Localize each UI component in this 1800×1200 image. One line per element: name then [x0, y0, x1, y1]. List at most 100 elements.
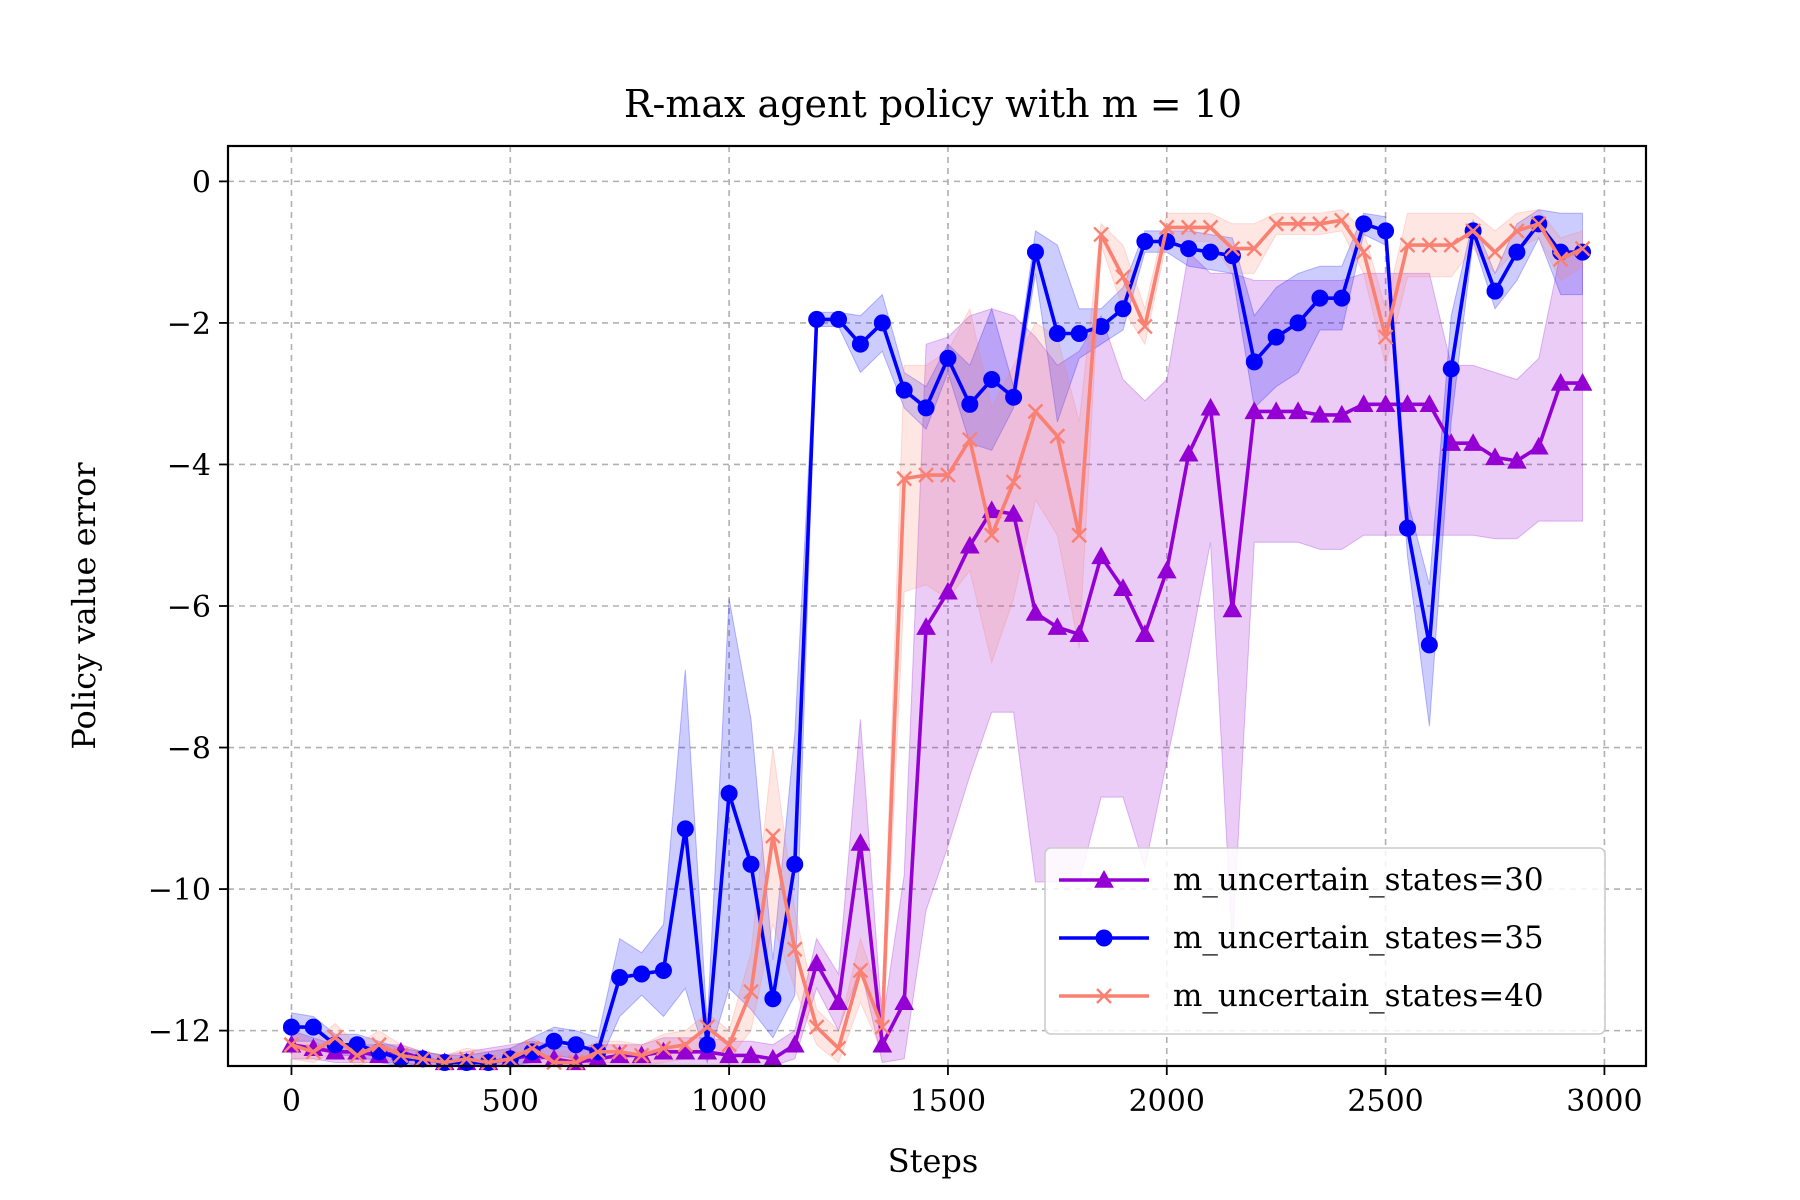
- series-3: [283, 212, 1591, 1071]
- data-point-x: [327, 1029, 344, 1046]
- data-point-x: [1180, 219, 1197, 236]
- data-point-circle: [764, 990, 782, 1008]
- data-point-circle: [720, 785, 738, 803]
- data-point-circle: [698, 1036, 716, 1054]
- legend-item: m_uncertain_states=30: [1059, 862, 1544, 898]
- data-point-circle: [676, 820, 694, 838]
- data-point-circle: [545, 1032, 563, 1050]
- data-point-x: [1158, 219, 1175, 236]
- data-point-triangle: [1507, 450, 1527, 469]
- data-point-x: [1096, 988, 1112, 1004]
- data-point-circle: [939, 349, 957, 367]
- data-point-triangle: [894, 992, 915, 1011]
- data-point-x: [918, 467, 934, 483]
- data-point-triangle: [1419, 394, 1440, 413]
- data-point-x: [371, 1036, 387, 1053]
- data-point-x: [1552, 251, 1569, 268]
- data-point-circle: [567, 1036, 585, 1054]
- data-point-circle: [1508, 243, 1526, 261]
- data-point-triangle: [850, 833, 871, 851]
- data-point-circle: [917, 399, 935, 417]
- data-point-x: [961, 431, 978, 448]
- data-point-x: [414, 1051, 431, 1067]
- x-tick-label: 3000: [1566, 1084, 1642, 1119]
- data-point-x: [393, 1047, 409, 1064]
- data-point-x: [786, 941, 803, 958]
- data-point-x: [633, 1047, 650, 1064]
- data-point-x: [808, 1019, 825, 1035]
- data-point-x: [655, 1040, 672, 1057]
- data-point-x: [1443, 237, 1460, 253]
- data-point-triangle: [1113, 578, 1133, 597]
- data-point-x: [1246, 240, 1263, 257]
- chart-title: R-max agent policy with m = 10: [624, 82, 1242, 126]
- data-point-x: [480, 1054, 497, 1071]
- data-point-triangle: [828, 992, 849, 1011]
- data-point-circle: [633, 965, 651, 983]
- data-point-circle: [1442, 360, 1460, 378]
- data-point-x: [874, 1019, 891, 1035]
- data-point-x: [524, 1040, 541, 1057]
- y-axis-label: Policy value error: [65, 462, 103, 750]
- data-point-triangle: [609, 1045, 630, 1064]
- x-tick-label: 0: [282, 1084, 301, 1119]
- data-point-x: [743, 983, 759, 1000]
- x-tick-label: 2000: [1129, 1084, 1205, 1119]
- data-point-x: [546, 1054, 562, 1071]
- data-point-x: [1333, 212, 1350, 229]
- data-point-triangle: [1047, 617, 1068, 635]
- data-point-circle: [873, 314, 891, 332]
- data-point-triangle: [916, 617, 936, 635]
- data-point-x: [1355, 244, 1372, 261]
- data-point-x: [1465, 223, 1481, 239]
- data-point-x: [1137, 318, 1153, 335]
- data-point-triangle: [806, 953, 827, 972]
- data-point-circle: [348, 1036, 366, 1054]
- data-point-circle: [830, 310, 848, 328]
- y-tick-label: −12: [148, 1015, 211, 1050]
- data-point-x: [940, 467, 956, 483]
- data-point-circle: [282, 1018, 300, 1036]
- data-point-circle: [742, 855, 760, 873]
- data-point-x: [1005, 474, 1022, 491]
- data-point-triangle: [1244, 401, 1265, 420]
- data-point-triangle: [1266, 401, 1287, 420]
- data-point-circle: [654, 961, 672, 979]
- x-tick-label: 500: [482, 1084, 539, 1119]
- data-point-x: [611, 1044, 628, 1060]
- data-point-triangle: [1091, 546, 1111, 565]
- data-point-x: [896, 470, 913, 487]
- data-point-x: [699, 1019, 716, 1035]
- data-point-triangle: [1288, 401, 1308, 420]
- data-point-circle: [1070, 325, 1088, 343]
- data-point-triangle: [1375, 394, 1396, 413]
- data-point-x: [1290, 215, 1306, 232]
- data-point-x: [765, 828, 781, 844]
- data-point-x: [721, 1036, 737, 1053]
- data-point-triangle: [938, 581, 958, 600]
- data-point-x: [830, 1040, 847, 1057]
- data-point-circle: [1095, 929, 1113, 947]
- data-point-circle: [1420, 636, 1438, 654]
- data-point-triangle: [872, 1034, 893, 1053]
- data-point-x: [1071, 527, 1088, 544]
- legend-item: m_uncertain_states=40: [1059, 978, 1544, 1014]
- data-point-circle: [895, 381, 913, 399]
- data-point-triangle: [741, 1045, 761, 1064]
- legend-box: [1044, 847, 1606, 1035]
- data-point-x: [436, 1054, 453, 1071]
- data-point-circle: [611, 969, 629, 987]
- data-point-x: [1487, 244, 1503, 261]
- data-point-x: [349, 1047, 365, 1064]
- data-point-x: [589, 1044, 606, 1060]
- data-point-x: [458, 1051, 475, 1067]
- data-point-triangle: [719, 1045, 739, 1064]
- legend-item: m_uncertain_states=35: [1059, 920, 1544, 956]
- data-point-triangle: [1353, 394, 1374, 413]
- data-point-x: [983, 527, 1000, 544]
- data-point-x: [677, 1036, 694, 1053]
- data-point-triangle: [1200, 397, 1221, 416]
- legend: m_uncertain_states=30 m_uncertain_states=…: [1044, 847, 1606, 1035]
- data-point-circle: [786, 855, 804, 873]
